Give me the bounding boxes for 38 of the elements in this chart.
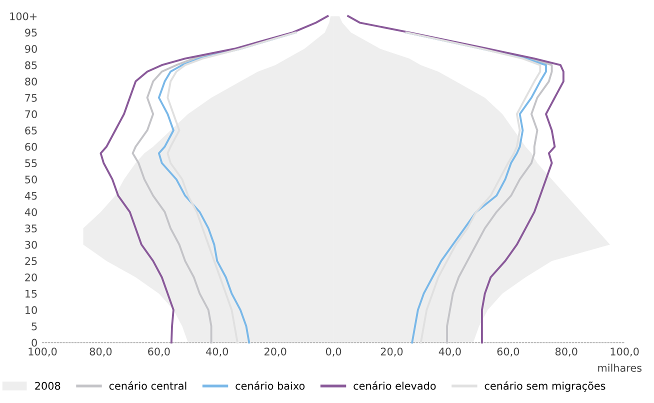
x-tick-label: 80,0 [555,348,578,357]
x-tick-label: 20,0 [264,348,286,357]
x-tick-label: 40,0 [438,348,461,357]
legend-label: cenário central [109,381,186,390]
y-tick-label: 35 [25,224,37,232]
y-tick-label: 65 [25,126,37,134]
x-tick-label: 60,0 [148,348,170,357]
x-tick-label: 40,0 [206,348,228,357]
y-tick-label: 50 [25,176,37,184]
legend-label: 2008 [35,382,60,390]
legend-label: cenário sem migrações [484,381,606,392]
y-tick-label: 30 [25,240,37,249]
x-tick-label: 0,0 [326,348,342,357]
x-tick-label: 100,0 [610,348,639,357]
y-tick-label: 85 [25,61,37,70]
y-tick-label: 60 [25,142,37,151]
y-tick-label: 90 [25,44,37,53]
x-tick-label: 100,0 [28,348,57,357]
y-tick-label: 15 [26,290,37,298]
y-tick-label: 20 [25,273,37,282]
y-tick-label: 0 [32,338,37,347]
legend-label: cenário elevado [354,381,436,390]
y-tick-label: 25 [25,257,37,266]
y-tick-label: 10 [26,306,37,314]
y-tick-label: 75 [25,94,37,102]
y-tick-label: 80 [25,78,37,86]
y-tick-label: 40 [24,208,37,216]
y-tick-label: 55 [25,159,37,168]
y-tick-label: 70 [25,110,37,118]
x-axis-title: milhares [598,364,642,372]
x-tick-label: 20,0 [380,348,403,357]
x-tick-label: 80,0 [90,348,112,357]
y-tick-label: 5 [32,322,37,330]
y-tick-label: 100+ [10,12,37,20]
y-tick-label: 45 [24,192,37,200]
legend-label: cenário baixo [236,381,305,390]
x-tick-label: 60,0 [497,348,520,357]
y-tick-label: 95 [25,28,37,37]
